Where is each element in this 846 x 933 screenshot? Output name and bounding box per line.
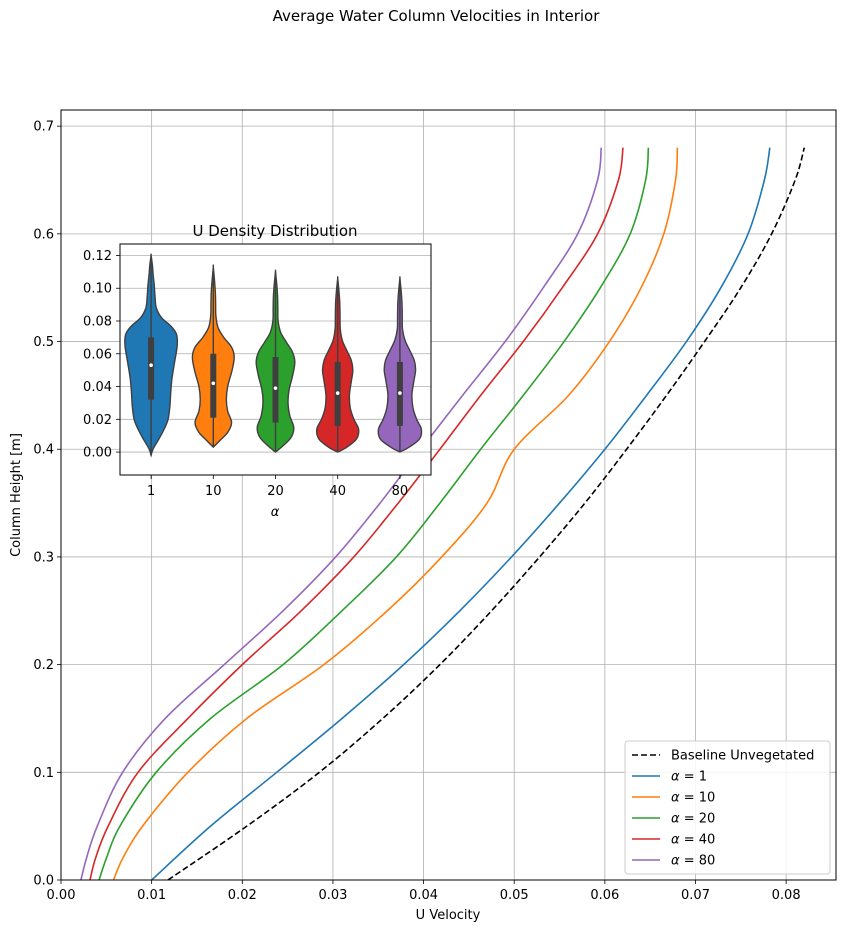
inset-x-ticks: 1 10 20 40 80 — [147, 475, 408, 499]
main-x-tick-label: 0.01 — [137, 888, 166, 903]
inset-x-axis-label: α — [271, 505, 280, 520]
main-y-tick-label: 0.7 — [33, 120, 54, 135]
violin-median-dot — [211, 381, 216, 386]
legend-label-symbol: α — [671, 770, 680, 785]
main-y-tick-label: 0.6 — [33, 227, 54, 242]
violin-median-dot — [335, 391, 340, 395]
series-line-0 — [167, 147, 806, 881]
main-x-tick-label: 0.02 — [228, 888, 257, 903]
series-line-3 — [98, 147, 650, 881]
violin-median-dot — [398, 391, 402, 395]
main-x-tick-label: 0.04 — [409, 888, 438, 903]
violin-iqr-box — [148, 337, 155, 400]
inset-y-tick-label: 0.04 — [83, 380, 112, 395]
inset-violins — [124, 253, 423, 458]
main-x-tick-label: 0.08 — [772, 888, 801, 903]
inset-y-tick-label: 0.10 — [83, 282, 112, 297]
main-grid — [60, 110, 836, 881]
inset-x-tick-label: 80 — [392, 484, 409, 499]
inset-y-tick-label: 0.08 — [83, 315, 112, 330]
legend-label-value: = 20 — [680, 812, 716, 827]
inset-chart: 1 10 20 40 80 0.00 0.02 0.04 0.06 0.08 0.10 0.12 U… — [83, 222, 432, 520]
legend-label: α = 20 — [671, 812, 715, 827]
legend-frame — [624, 740, 831, 875]
main-chart: 0.00 0.01 0.02 0.03 0.04 0.05 0.06 0.07 0.08 0.0… — [9, 109, 837, 923]
series-line-2 — [112, 147, 679, 881]
inset-x-tick-label: 1 — [147, 484, 155, 499]
legend-label: α = 40 — [671, 833, 715, 848]
main-y-tick-label: 0.0 — [33, 874, 54, 889]
series-line-4 — [89, 147, 624, 881]
main-y-tick-label: 0.4 — [33, 443, 54, 458]
main-axes-frame — [60, 109, 837, 881]
inset-x-tick-label: 20 — [267, 484, 284, 499]
inset-y-ticks: 0.00 0.02 0.04 0.06 0.08 0.10 0.12 — [83, 249, 120, 461]
violin-iqr-box — [210, 353, 217, 418]
inset-title: U Density Distribution — [192, 222, 357, 240]
inset-y-tick-label: 0.06 — [83, 347, 112, 362]
legend-label: Baseline Unvegetated — [671, 749, 814, 764]
main-x-axis-label: U Velocity — [416, 908, 481, 923]
violin-median-dot — [149, 363, 153, 368]
legend-label-symbol: α — [671, 791, 680, 806]
legend-label-value: = 80 — [680, 854, 716, 869]
legend-label: α = 80 — [671, 854, 715, 869]
inset-x-tick-label: 10 — [205, 484, 222, 499]
main-y-axis-label: Column Height [m] — [9, 433, 24, 557]
main-y-tick-label: 0.1 — [33, 766, 54, 781]
legend-label-symbol: α — [671, 854, 680, 869]
main-x-tick-label: 0.03 — [318, 888, 347, 903]
inset-y-tick-label: 0.00 — [83, 446, 112, 461]
legend-label: α = 1 — [671, 770, 707, 785]
series-line-1 — [151, 147, 771, 881]
main-x-tick-label: 0.07 — [681, 888, 710, 903]
main-y-tick-label: 0.2 — [33, 658, 54, 673]
inset-y-tick-label: 0.12 — [83, 249, 112, 264]
series-line-5 — [80, 147, 603, 881]
legend-label-value: = 1 — [680, 770, 707, 785]
inset-y-tick-label: 0.02 — [83, 413, 112, 428]
violin-median-dot — [273, 386, 278, 390]
legend-label: α = 10 — [671, 791, 715, 806]
main-x-ticks: 0.00 0.01 0.02 0.03 0.04 0.05 0.06 0.07 0.08 — [47, 880, 801, 903]
legend-label-symbol: α — [671, 812, 680, 827]
main-series-lines — [80, 147, 806, 881]
figure-suptitle: Average Water Column Velocities in Inter… — [273, 7, 601, 25]
main-x-tick-label: 0.00 — [47, 888, 76, 903]
inset-x-tick-label: 40 — [329, 484, 346, 499]
main-x-tick-label: 0.06 — [590, 888, 619, 903]
legend-label-value: = 10 — [680, 791, 716, 806]
legend-label-value: = 40 — [680, 833, 716, 848]
main-y-tick-label: 0.5 — [33, 335, 54, 350]
main-y-ticks: 0.0 0.1 0.2 0.3 0.4 0.5 0.6 0.7 — [33, 120, 61, 889]
main-x-tick-label: 0.05 — [500, 888, 529, 903]
legend-label-symbol: α — [671, 833, 680, 848]
main-y-tick-label: 0.3 — [33, 550, 54, 565]
